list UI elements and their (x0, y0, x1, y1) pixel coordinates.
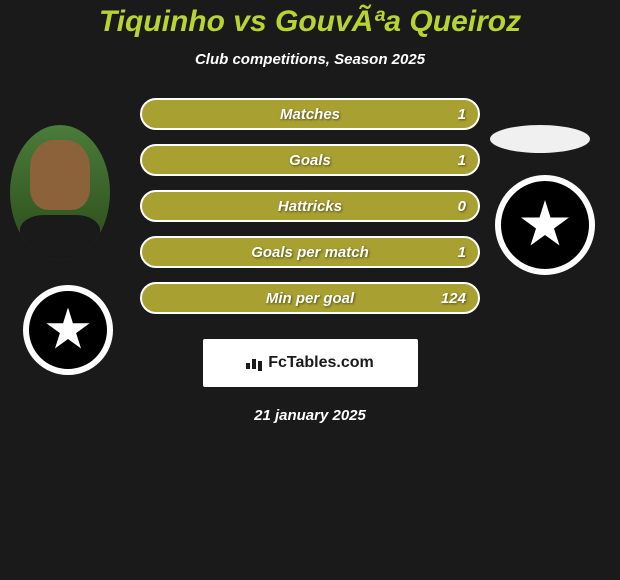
stat-value: 1 (458, 106, 466, 123)
star-icon (46, 308, 91, 353)
stat-row: Goals per match 1 (140, 236, 480, 268)
chart-icon (246, 357, 264, 369)
main-container: Tiquinho vs GouvÃªa Queiroz Club competi… (0, 0, 620, 580)
stat-row: Matches 1 (140, 98, 480, 130)
stat-label: Hattricks (278, 198, 342, 215)
stat-bar-goals-per-match: Goals per match 1 (140, 236, 480, 268)
stat-value: 124 (441, 290, 466, 307)
stat-label: Goals per match (251, 244, 369, 261)
stat-row: Min per goal 124 (140, 282, 480, 314)
stat-row: Hattricks 0 (140, 190, 480, 222)
stat-bar-matches: Matches 1 (140, 98, 480, 130)
stat-label: Matches (280, 106, 340, 123)
stat-value: 0 (458, 198, 466, 215)
date-label: 21 january 2025 (0, 407, 620, 424)
stat-label: Goals (289, 152, 331, 169)
stat-bar-min-per-goal: Min per goal 124 (140, 282, 480, 314)
stat-bar-goals: Goals 1 (140, 144, 480, 176)
stat-value: 1 (458, 152, 466, 169)
site-badge: FcTables.com (203, 339, 418, 387)
stat-value: 1 (458, 244, 466, 261)
stat-row: Goals 1 (140, 144, 480, 176)
stats-area: Matches 1 Goals 1 Hattricks 0 Goals per … (0, 98, 620, 314)
site-name: FcTables.com (268, 354, 374, 372)
season-subtitle: Club competitions, Season 2025 (0, 51, 620, 68)
stat-bar-hattricks: Hattricks 0 (140, 190, 480, 222)
stat-label: Min per goal (266, 290, 354, 307)
comparison-title: Tiquinho vs GouvÃªa Queiroz (0, 5, 620, 39)
